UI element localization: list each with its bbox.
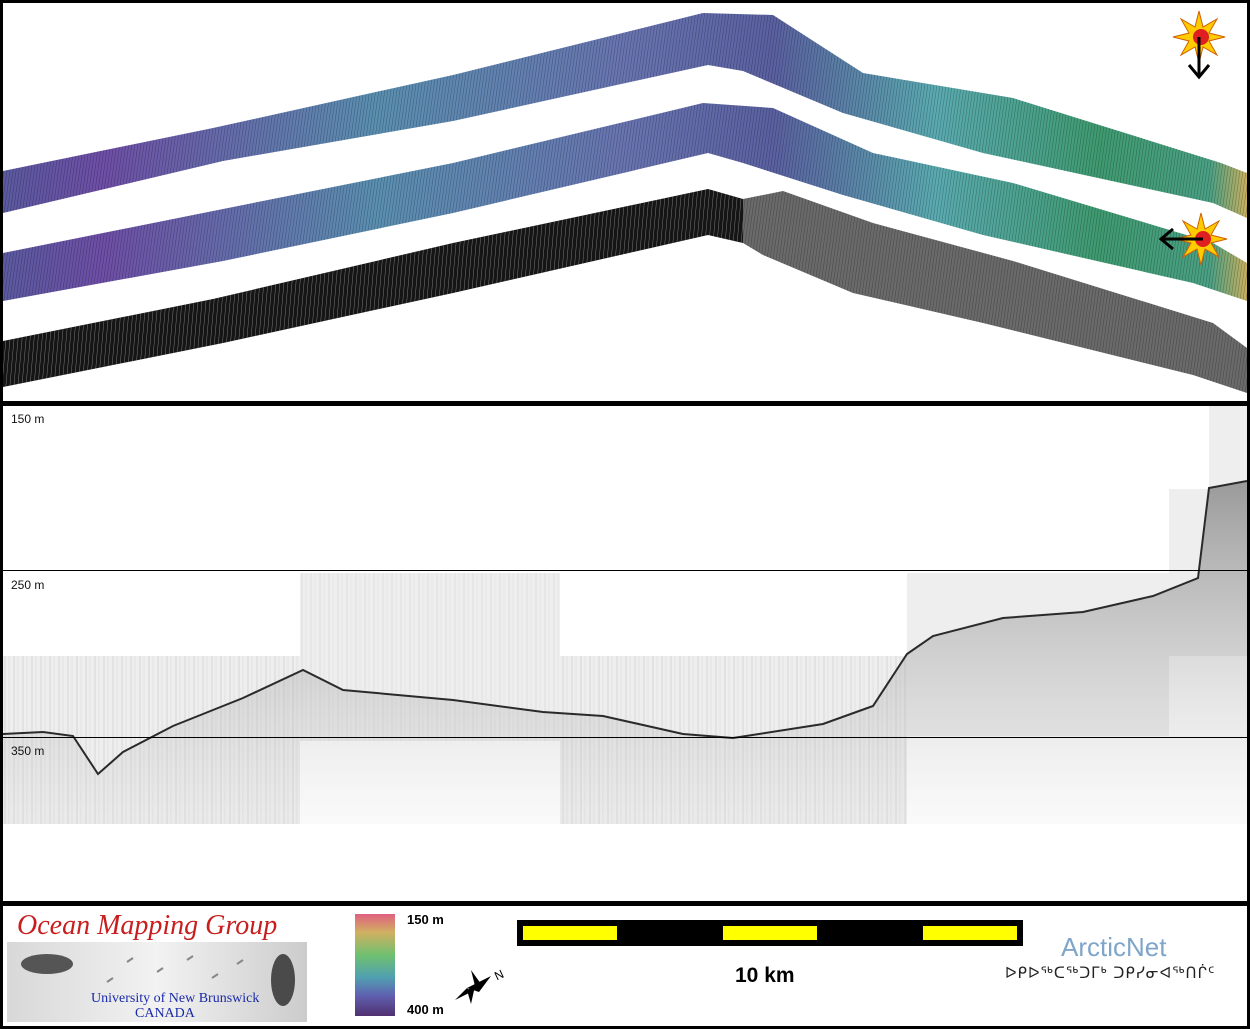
north-label: N	[492, 967, 506, 983]
down-arrow-icon	[1187, 37, 1211, 80]
omg-title: Ocean Mapping Group	[17, 910, 278, 941]
north-arrow-icon: N	[455, 967, 506, 1004]
scale-bar-segment	[723, 926, 817, 940]
omg-university: University of New Brunswick	[91, 991, 260, 1006]
subbottom-profile-panel: 150 m 250 m 350 m	[3, 406, 1247, 901]
colorbar-bottom-label: 400 m	[407, 1002, 444, 1017]
footer-legend: Ocean Mapping Group University of New Br…	[3, 906, 1247, 1026]
sun-illumination-icon	[1158, 212, 1228, 266]
left-arrow-icon	[1158, 227, 1203, 251]
arcticnet-syllabics: ᐅᑭᐅᖅᑕᖅᑐᒥᒃ ᑐᑭᓯᓂᐊᖅᑎᒌᑦ	[1005, 964, 1216, 982]
colorbar-top-label: 150 m	[407, 912, 444, 927]
scale-bar-segment	[523, 926, 617, 940]
scale-bar	[517, 920, 1023, 946]
depth-grid-line	[3, 570, 1247, 571]
ocean-mapping-group-logo: Ocean Mapping Group University of New Br…	[3, 906, 313, 1026]
seafloor-reflector	[3, 480, 1247, 776]
scale-bar-segment	[923, 926, 1017, 940]
sediment-fill	[3, 481, 1247, 826]
depth-label-150: 150 m	[11, 412, 45, 426]
depth-label-350: 350 m	[11, 744, 45, 758]
arcticnet-title: ArcticNet	[1061, 932, 1167, 962]
depth-label-250: 250 m	[11, 578, 45, 592]
seafloor-logo-image	[7, 942, 307, 1022]
sun-illumination-icon	[1172, 10, 1226, 80]
omg-country: CANADA	[135, 1006, 195, 1021]
scale-bar-label: 10 km	[735, 964, 795, 987]
swath-strips-svg	[3, 13, 1247, 393]
depth-grid-line	[3, 737, 1247, 738]
depth-colorbar	[355, 914, 395, 1016]
profile-image-svg	[3, 406, 1247, 901]
multibeam-swath-map	[3, 3, 1247, 401]
